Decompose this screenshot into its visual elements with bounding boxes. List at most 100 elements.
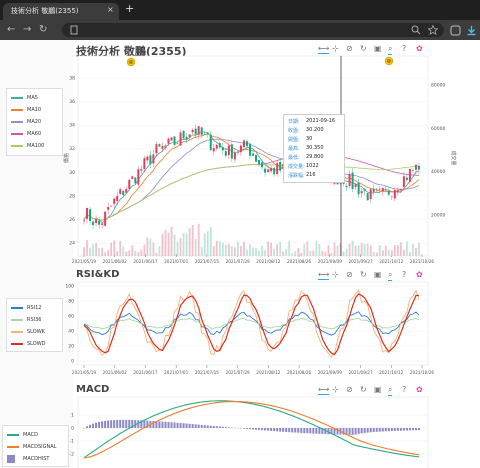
- rsi-chart-title: RSI&KD: [76, 269, 120, 280]
- rsi-x-tick-label: 2021/10/26: [410, 370, 434, 375]
- macd-chart-title: MACD: [76, 384, 110, 395]
- macd-hist-bar: [176, 422, 179, 428]
- candlestick: [197, 126, 200, 135]
- macd-hist-bar: [378, 428, 381, 432]
- zoom-icon[interactable]: [411, 25, 421, 35]
- volume-bar: [233, 247, 236, 256]
- macd-hist-bar: [215, 426, 218, 428]
- bookmark-star-icon[interactable]: [428, 25, 438, 35]
- save-icon[interactable]: ▣: [374, 385, 382, 394]
- tooltip-key: 日期:: [288, 119, 300, 125]
- macd-chart[interactable]: 1 0 -1 -2: [0, 40, 480, 468]
- reload-icon[interactable]: ↻: [39, 24, 48, 35]
- candlestick: [248, 143, 251, 156]
- save-icon[interactable]: ▣: [374, 44, 382, 53]
- reset-icon[interactable]: ↻: [360, 385, 367, 394]
- candlestick: [98, 220, 101, 225]
- reset-icon[interactable]: ↻: [360, 270, 367, 279]
- candlestick: [351, 172, 354, 189]
- candlestick: [206, 132, 209, 135]
- volume-bar: [270, 242, 273, 256]
- main-x-tick-label: 2021/07/15: [195, 259, 219, 264]
- reset-icon[interactable]: ↻: [360, 44, 367, 53]
- new-tab-button[interactable]: +: [125, 2, 135, 15]
- macd-hist-bar: [158, 421, 161, 428]
- pan-icon[interactable]: ⟷: [318, 270, 330, 280]
- macd-hist-bar: [218, 426, 221, 428]
- bokeh-logo-icon[interactable]: ✿: [416, 385, 423, 394]
- main-right-y-tick-label: 40000: [431, 169, 445, 175]
- bokeh-logo-icon[interactable]: ✿: [416, 44, 423, 53]
- rsi-kd-chart[interactable]: 100 80 60 40 20 0 2021/05/19 2021/06/02 2021/06/…: [0, 40, 480, 385]
- volume-bar: [412, 244, 414, 256]
- rsi-x-tick-label: 2021/07/29: [226, 370, 250, 375]
- legend-label: MACDHIST: [23, 456, 50, 462]
- tab-close-icon[interactable]: ×: [107, 5, 114, 14]
- help-icon[interactable]: ?: [402, 385, 407, 394]
- macd-hist-bar: [188, 423, 191, 428]
- address-bar[interactable]: [62, 23, 444, 37]
- pan-icon[interactable]: ⟷: [318, 385, 330, 395]
- hover-icon[interactable]: ⌕: [388, 270, 393, 281]
- volume-bar: [360, 243, 363, 256]
- macd-hist-bar: [164, 421, 167, 428]
- candlestick: [107, 206, 110, 210]
- volume-bar: [372, 251, 375, 256]
- macd-hist-bar: [92, 423, 95, 428]
- macd-hist-bar: [270, 428, 273, 431]
- wheel-zoom-icon[interactable]: ⊘: [346, 44, 353, 53]
- macd-hist-bar: [273, 428, 276, 432]
- candlestick: [128, 179, 131, 189]
- macd-hist-bar: [294, 428, 297, 433]
- candlestick: [131, 176, 134, 180]
- bokeh-logo-icon[interactable]: ✿: [416, 270, 423, 279]
- macd-hist-bar: [143, 420, 146, 428]
- volume-bar: [366, 243, 369, 256]
- help-icon[interactable]: ?: [402, 44, 407, 53]
- main-x-tick-label: 2021/10/26: [410, 259, 434, 264]
- box-zoom-icon[interactable]: ⊹: [332, 270, 339, 279]
- box-zoom-icon[interactable]: ⊹: [332, 385, 339, 394]
- wheel-zoom-icon[interactable]: ⊘: [346, 385, 353, 394]
- download-icon[interactable]: [466, 25, 477, 36]
- volume-bar: [261, 245, 263, 256]
- candlestick: [152, 154, 155, 164]
- rsi-x-tick-label: 2021/06/02: [103, 370, 127, 375]
- back-icon[interactable]: ←: [7, 24, 16, 35]
- macd-hist-bar: [387, 428, 390, 432]
- macd-hist-bar: [197, 424, 200, 428]
- candlestick: [345, 185, 348, 188]
- macd-plot-area: [77, 396, 429, 468]
- hover-tooltip: 日期: 2021-09-16 收盤: 30.200 開盤: 30 最高: 30.350 最低: 2…: [283, 114, 345, 183]
- candlestick: [122, 190, 125, 195]
- volume-bar: [143, 244, 146, 256]
- hover-icon[interactable]: ⌕: [388, 44, 393, 55]
- volume-bar: [357, 245, 360, 256]
- volume-bar: [354, 245, 357, 256]
- candlestick: [372, 188, 375, 192]
- pan-icon[interactable]: ⟷: [318, 44, 330, 54]
- save-icon[interactable]: ▣: [374, 270, 382, 279]
- macd-hist-bar: [119, 419, 122, 428]
- candlestick: [221, 147, 224, 151]
- profile-icon[interactable]: [450, 25, 461, 36]
- forward-icon[interactable]: →: [23, 24, 32, 35]
- tooltip-value: 1022: [306, 163, 319, 169]
- hover-icon[interactable]: ⌕: [388, 385, 393, 396]
- macd-hist-bar: [173, 422, 176, 428]
- macd-y-tick-label: 1: [71, 413, 74, 419]
- macd-hist-bar: [242, 428, 245, 429]
- macd-hist-bar: [152, 420, 155, 428]
- box-zoom-icon[interactable]: ⊹: [332, 44, 339, 53]
- candlestick: [348, 174, 351, 186]
- volume-bar: [176, 241, 179, 256]
- candlestick: [191, 129, 194, 133]
- macd-hist-bar: [255, 428, 258, 430]
- wheel-zoom-icon[interactable]: ⊘: [346, 270, 353, 279]
- macd-hist-bar: [89, 424, 92, 428]
- help-icon[interactable]: ?: [402, 270, 407, 279]
- macd-hist-bar: [101, 421, 104, 428]
- browser-tab[interactable]: 技術分析 敬鵬(2355) ×: [3, 3, 119, 20]
- volume-bar: [375, 252, 378, 256]
